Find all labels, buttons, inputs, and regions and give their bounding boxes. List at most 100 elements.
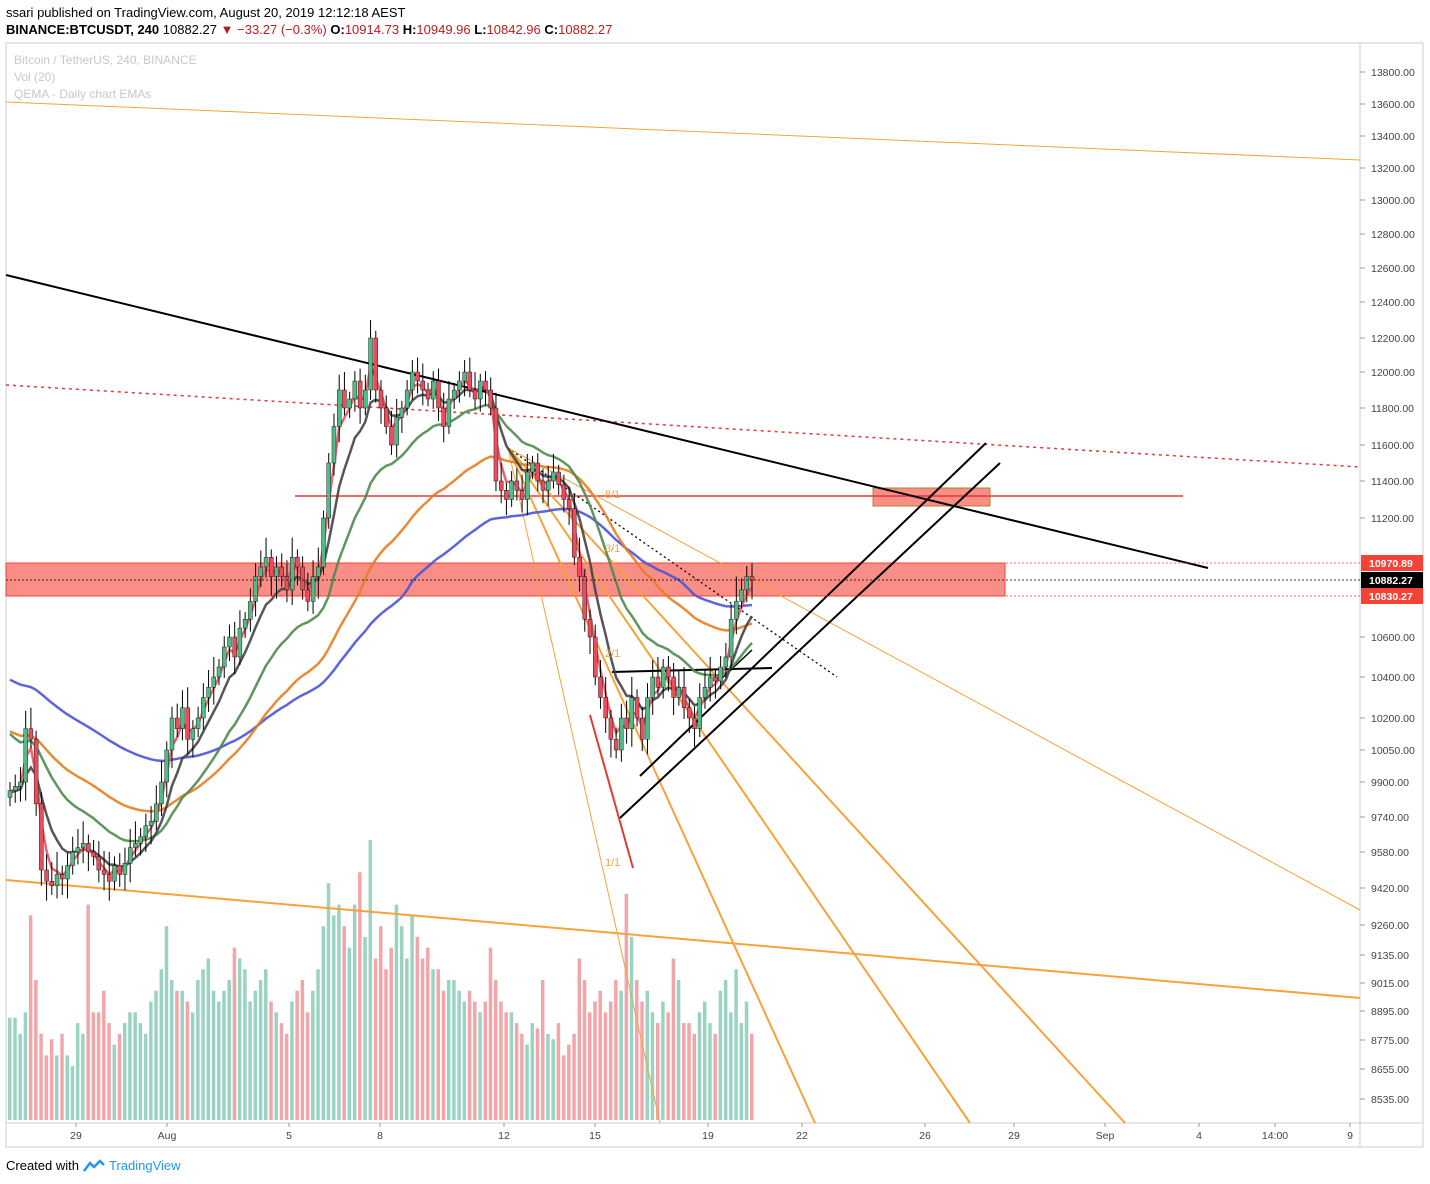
volume-bar bbox=[452, 980, 456, 1120]
volume-bar bbox=[154, 990, 158, 1120]
legend-indicator[interactable]: QEMA - Daily chart EMAs bbox=[14, 87, 151, 101]
volume-bar bbox=[718, 990, 723, 1120]
publisher[interactable]: ssari bbox=[6, 5, 34, 20]
price-tick-label: 11200.00 bbox=[1371, 513, 1414, 525]
volume-bar bbox=[697, 1012, 702, 1120]
fan-label: 1/1 bbox=[605, 857, 620, 869]
volume-bar bbox=[70, 1066, 75, 1120]
candle-body bbox=[530, 462, 535, 473]
volume-bar bbox=[420, 958, 425, 1120]
volume-bar bbox=[598, 990, 602, 1120]
candle-body bbox=[572, 508, 577, 558]
price-label-box bbox=[1361, 588, 1423, 604]
time-axis[interactable]: 29 Aug 5 8 12 15 19 22 26 29 Sep 4 14:00 9 bbox=[70, 1123, 1353, 1142]
volume-bar bbox=[227, 980, 231, 1120]
price-tick-label: 8535.00 bbox=[1371, 1094, 1409, 1106]
volume-bar bbox=[624, 893, 629, 1120]
candle-body bbox=[640, 717, 645, 740]
fan-labels: 8/1 3/1 2/1 1/1 bbox=[605, 489, 620, 869]
price-tick-label: 13000.00 bbox=[1371, 195, 1415, 207]
volume-bar bbox=[446, 980, 451, 1120]
candle-body bbox=[96, 856, 102, 871]
price-axis[interactable]: 13800.00 13600.00 13400.00 13200.00 13000.00… bbox=[1360, 67, 1415, 1106]
volume-bar bbox=[744, 1001, 749, 1120]
candle-body bbox=[44, 869, 49, 882]
volume-bar bbox=[258, 980, 263, 1120]
candle-body bbox=[749, 576, 755, 581]
candle-body bbox=[133, 843, 138, 848]
last-price: 10882.27 bbox=[162, 22, 217, 37]
volume-bar bbox=[86, 904, 90, 1120]
candle-body bbox=[713, 676, 718, 682]
candle-body bbox=[33, 739, 39, 805]
candle-body bbox=[525, 471, 530, 500]
candle-body bbox=[164, 749, 169, 783]
volume-bar bbox=[253, 990, 258, 1120]
candle-body bbox=[546, 480, 551, 491]
candle-body bbox=[504, 490, 509, 500]
candle-body bbox=[603, 697, 608, 719]
volume-bar bbox=[723, 980, 728, 1120]
rising-channel-top bbox=[639, 442, 987, 777]
time-tick-label: Sep bbox=[1096, 1130, 1115, 1142]
candle-body bbox=[18, 781, 23, 787]
legend-volume[interactable]: Vol (20) bbox=[14, 70, 55, 84]
candle-body bbox=[227, 636, 232, 648]
price-tick-label: 9260.00 bbox=[1371, 920, 1409, 932]
volume-bar bbox=[290, 1001, 294, 1120]
candle-body bbox=[431, 380, 436, 400]
trend-lines bbox=[5, 101, 1361, 1124]
volume-bar bbox=[81, 1033, 85, 1120]
ema-line-green bbox=[9, 404, 753, 843]
candle-body bbox=[28, 728, 34, 740]
candle-body bbox=[65, 865, 70, 880]
low-value: 10842.96 bbox=[486, 22, 541, 37]
volume-bar bbox=[175, 990, 179, 1120]
candle-body bbox=[728, 618, 734, 658]
volume-bar bbox=[546, 1033, 550, 1120]
price-tick-label: 8895.00 bbox=[1371, 1006, 1409, 1018]
price-tick-label: 13600.00 bbox=[1371, 99, 1415, 111]
candle-body bbox=[248, 601, 253, 620]
candle-body bbox=[373, 337, 378, 391]
candle-body bbox=[342, 389, 347, 409]
time-tick-label: 29 bbox=[1008, 1130, 1020, 1142]
legend-symbol[interactable]: Bitcoin / TetherUS, 240, BINANCE bbox=[14, 53, 197, 67]
candle-body bbox=[734, 601, 739, 620]
candle-body bbox=[289, 557, 295, 591]
volume-bar bbox=[8, 1017, 12, 1120]
volume-bar bbox=[331, 915, 336, 1120]
price-tick-label: 10050.00 bbox=[1371, 745, 1415, 757]
candle-body bbox=[613, 739, 619, 751]
volume-bar bbox=[493, 980, 498, 1120]
descending-trendline bbox=[5, 274, 1209, 569]
volume-bar bbox=[91, 1012, 96, 1120]
candle-body bbox=[519, 490, 525, 500]
volume-bar bbox=[655, 1023, 660, 1120]
tradingview-brand[interactable]: TradingView bbox=[108, 1158, 181, 1173]
volume-bar bbox=[671, 958, 676, 1120]
volume-bar bbox=[269, 1001, 273, 1120]
created-with-text: Created with bbox=[6, 1158, 79, 1173]
price-label-box bbox=[1361, 572, 1423, 588]
dotted-resistance-line bbox=[5, 384, 1361, 468]
candle-body bbox=[336, 389, 342, 427]
volume-bar bbox=[405, 958, 409, 1120]
candle-body bbox=[598, 676, 603, 698]
candle-body bbox=[692, 717, 697, 729]
fan-line-8-1 bbox=[507, 447, 1361, 911]
volume-bar bbox=[222, 990, 226, 1120]
candle-body bbox=[185, 707, 190, 740]
candle-body bbox=[723, 656, 729, 668]
volume-bar bbox=[635, 980, 639, 1120]
candle-body bbox=[169, 717, 175, 751]
price-tick-label: 9420.00 bbox=[1371, 883, 1409, 895]
volume-bar bbox=[117, 1033, 122, 1120]
candle-body bbox=[112, 865, 117, 882]
volume-bar bbox=[185, 1001, 190, 1120]
candle-body bbox=[467, 371, 473, 391]
candle-body bbox=[107, 874, 112, 882]
volume-bar bbox=[164, 926, 169, 1120]
volume-bar bbox=[577, 958, 582, 1120]
